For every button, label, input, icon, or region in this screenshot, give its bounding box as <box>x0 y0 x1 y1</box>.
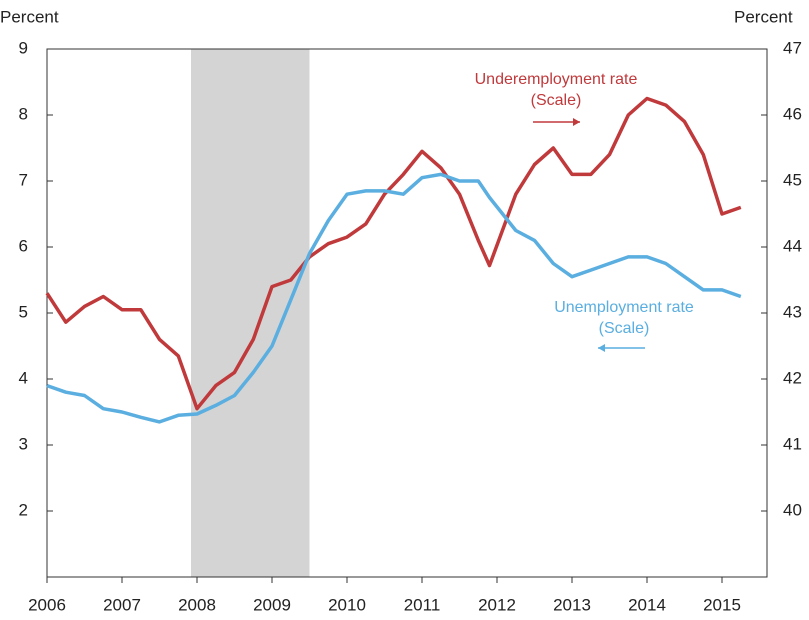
y2-tick-label: 43 <box>783 302 802 321</box>
y2-tick-label: 42 <box>783 368 802 387</box>
y-tick-label: 9 <box>19 38 28 57</box>
annotation: (Scale) <box>531 92 582 109</box>
y-tick-label: 7 <box>19 170 28 189</box>
y2-tick-label: 45 <box>783 170 802 189</box>
x-tick-label: 2009 <box>253 595 291 614</box>
y2-axis-label: Percent <box>734 7 793 26</box>
annotation: Underemployment rate <box>475 71 638 88</box>
x-tick-label: 2013 <box>553 595 591 614</box>
x-tick-label: 2010 <box>328 595 366 614</box>
x-tick-label: 2011 <box>404 595 441 614</box>
y2-tick-label: 46 <box>783 104 802 123</box>
annotation: Unemployment rate <box>554 299 694 316</box>
y2-tick-label: 47 <box>783 38 802 57</box>
y-axis-label: Percent <box>0 7 59 26</box>
y2-tick-label: 40 <box>783 500 802 519</box>
y-tick-label: 5 <box>19 302 28 321</box>
annotation-arrowhead <box>573 118 580 126</box>
series-line <box>46 172 742 424</box>
y-tick-label: 3 <box>19 434 28 453</box>
x-tick-label: 2008 <box>178 595 216 614</box>
y2-tick-label: 41 <box>783 434 802 453</box>
y-tick-label: 4 <box>19 368 28 387</box>
x-tick-label: 2012 <box>478 595 516 614</box>
y-tick-label: 2 <box>19 500 28 519</box>
x-tick-label: 2014 <box>628 595 666 614</box>
x-tick-label: 2015 <box>703 595 741 614</box>
x-tick-label: 2007 <box>103 595 141 614</box>
annotation-arrowhead <box>598 344 605 352</box>
y2-tick-label: 44 <box>783 236 802 255</box>
x-tick-label: 2006 <box>28 595 66 614</box>
annotation: (Scale) <box>599 320 650 337</box>
y-tick-label: 6 <box>19 236 28 255</box>
recession-shade <box>191 49 310 577</box>
series-line <box>45 96 742 411</box>
y-tick-label: 8 <box>19 104 28 123</box>
